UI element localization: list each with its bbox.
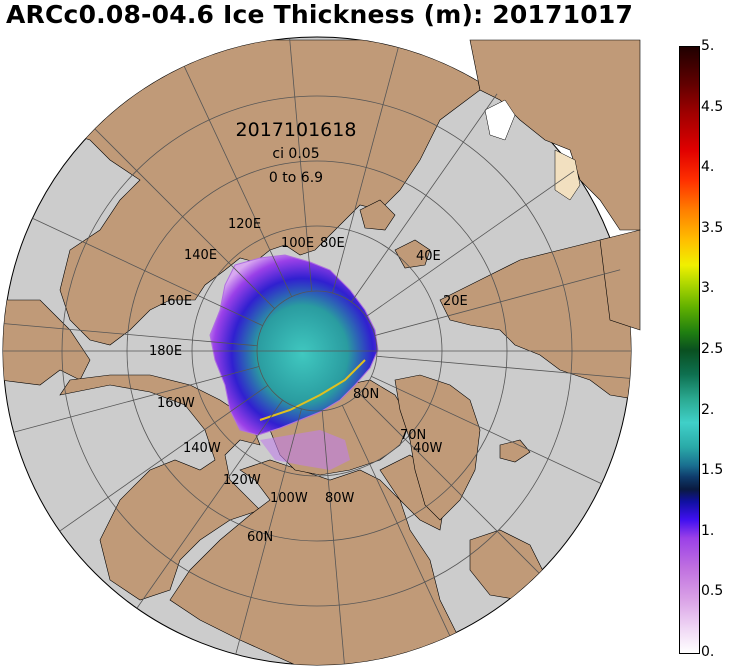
info-range: 0 to 6.9: [269, 170, 323, 186]
label-20e: 20E: [443, 294, 468, 309]
meridian-line: [59, 385, 269, 532]
grid-labels: 120E 140E 160E 100E 80E 40E 20E 180E 160…: [149, 217, 468, 545]
label-60n: 60N: [247, 530, 273, 545]
label-120e: 120E: [228, 217, 261, 232]
colorbar: [679, 46, 700, 654]
meridian-line: [365, 170, 575, 317]
meridian-line: [13, 366, 260, 433]
label-70n: 70N: [400, 428, 426, 443]
meridian-line: [374, 269, 621, 336]
label-40e: 40E: [416, 249, 441, 264]
label-80e: 80E: [320, 236, 345, 251]
label-140w: 140W: [183, 441, 221, 456]
colorbar-tick-label: 4.: [701, 159, 715, 176]
colorbar-tick-label: 3.5: [701, 219, 724, 236]
land-greenland: [394, 374, 481, 521]
colorbar-tick-label: 2.5: [701, 341, 724, 357]
land-layer: [3, 39, 631, 665]
meridian-line: [4, 323, 258, 347]
label-160w: 160W: [157, 396, 195, 411]
meridian-line: [341, 405, 451, 636]
land-corner-e: [599, 229, 641, 331]
label-40w: 40W: [413, 441, 443, 456]
meridian-line: [289, 38, 313, 292]
white-island: [484, 99, 516, 141]
land-scandinavia: [439, 229, 631, 401]
meridian-line: [351, 93, 498, 303]
colorbar-tick-label: 5.: [701, 38, 715, 54]
meridians: [3, 38, 631, 664]
sea-ice: [209, 254, 379, 436]
meridian-line: [371, 375, 602, 485]
info-ci: ci 0.05: [272, 146, 319, 162]
colorbar-tick-label: 3.: [701, 280, 715, 297]
meridian-line: [94, 128, 275, 309]
label-80w: 80W: [325, 491, 355, 506]
meridian-line: [321, 410, 345, 664]
ice-fringe: [260, 430, 350, 470]
land-novaya-zemlya: [359, 199, 396, 231]
colorbar-tick-label: 0.5: [701, 583, 724, 600]
colorbar-tick-label: 4.5: [701, 98, 724, 115]
label-160e: 160E: [159, 294, 192, 309]
colorbar-tick-label: 1.: [701, 522, 715, 539]
meridian-line: [235, 408, 302, 655]
label-80n: 80N: [353, 387, 379, 402]
land-iceland: [499, 439, 531, 463]
label-180e: 180E: [149, 344, 182, 359]
colorbar-tick-label: 0.: [701, 644, 715, 660]
label-100e: 100E: [281, 236, 314, 251]
colorbar-tick-label: 2.: [701, 401, 715, 418]
label-100w: 100W: [270, 491, 308, 506]
meridian-line: [332, 47, 399, 294]
colorbar-tick-label: 1.5: [701, 462, 724, 479]
land-alaska: [59, 374, 261, 601]
label-120w: 120W: [223, 473, 261, 488]
label-140e: 140E: [184, 248, 217, 263]
meridian-line: [136, 399, 283, 609]
snow-patch: [554, 149, 581, 201]
meridian-line: [183, 66, 293, 297]
info-datetime: 2017101618: [236, 119, 357, 141]
meridian-line: [359, 393, 540, 574]
map-title: ARCc0.08-04.6 Ice Thickness (m): 2017101…: [6, 0, 634, 29]
ice-thick-edge: [259, 359, 366, 421]
meridian-line: [32, 217, 263, 327]
meridian-line: [376, 355, 630, 379]
